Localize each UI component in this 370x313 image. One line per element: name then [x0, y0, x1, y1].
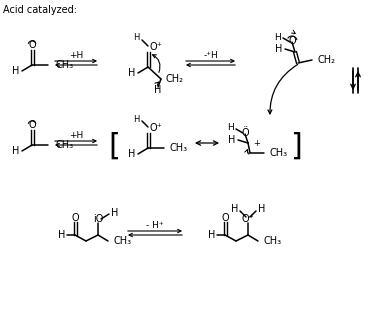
Text: Acid catalyzed:: Acid catalyzed:	[3, 5, 77, 15]
Text: O⁺: O⁺	[149, 42, 162, 52]
Text: H: H	[11, 66, 19, 76]
Text: H: H	[228, 135, 235, 145]
Text: CH₂: CH₂	[165, 74, 183, 84]
Text: O⁺: O⁺	[242, 214, 255, 224]
Text: H: H	[231, 204, 238, 214]
Text: H: H	[128, 149, 135, 159]
Text: CH₃: CH₃	[55, 140, 73, 150]
Text: +H: +H	[69, 52, 83, 60]
Text: CH₃: CH₃	[55, 60, 73, 70]
Text: O⁺: O⁺	[149, 123, 162, 133]
Text: O: O	[28, 120, 36, 130]
Text: H: H	[275, 44, 282, 54]
Text: iO: iO	[93, 214, 103, 224]
Text: H: H	[128, 68, 135, 78]
Text: O: O	[221, 213, 229, 223]
Text: H: H	[208, 230, 215, 240]
Text: +H: +H	[69, 131, 83, 141]
Text: CH₃: CH₃	[270, 148, 288, 158]
Text: H: H	[154, 85, 162, 95]
Text: H: H	[274, 33, 281, 42]
Text: - H⁺: - H⁺	[146, 222, 164, 230]
Text: +: +	[253, 138, 260, 147]
Text: CH₂: CH₂	[317, 55, 335, 65]
Text: ]: ]	[290, 132, 302, 161]
Text: H: H	[11, 146, 19, 156]
Text: H: H	[134, 33, 140, 43]
Text: H: H	[258, 204, 265, 214]
Text: H: H	[134, 115, 140, 124]
Text: O: O	[28, 40, 36, 50]
Text: H: H	[227, 124, 234, 132]
Text: CH₃: CH₃	[113, 236, 131, 246]
Text: [: [	[108, 132, 120, 161]
Text: -⁺H: -⁺H	[203, 52, 218, 60]
Text: O: O	[288, 36, 296, 46]
Text: Ö: Ö	[241, 128, 249, 138]
Text: H: H	[111, 208, 118, 218]
Text: CH₃: CH₃	[263, 236, 281, 246]
Text: CH₃: CH₃	[170, 143, 188, 153]
Text: H: H	[58, 230, 65, 240]
Text: O: O	[71, 213, 79, 223]
